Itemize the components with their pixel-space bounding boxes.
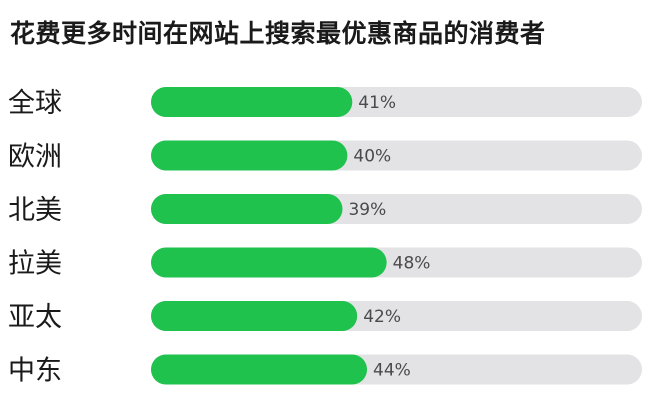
value-label: 40%: [353, 147, 391, 167]
category-label: 亚太: [8, 302, 62, 333]
value-label: 39%: [348, 200, 386, 220]
bar: [151, 301, 358, 331]
category-label: 北美: [8, 195, 62, 226]
value-label: 48%: [393, 254, 431, 274]
category-label: 中东: [8, 356, 62, 387]
value-label: 42%: [363, 307, 401, 327]
value-label: 44%: [373, 361, 411, 381]
category-label: 全球: [8, 88, 62, 119]
bar: [151, 247, 387, 278]
value-label: 41%: [358, 93, 396, 113]
bar: [151, 87, 353, 117]
category-label: 拉美: [8, 249, 62, 280]
bar: [151, 140, 348, 171]
category-label: 欧洲: [8, 142, 62, 173]
bar: [151, 354, 368, 385]
bar: [151, 194, 343, 224]
chart-title: 花费更多时间在网站上搜索最优惠商品的消费者: [10, 19, 546, 48]
